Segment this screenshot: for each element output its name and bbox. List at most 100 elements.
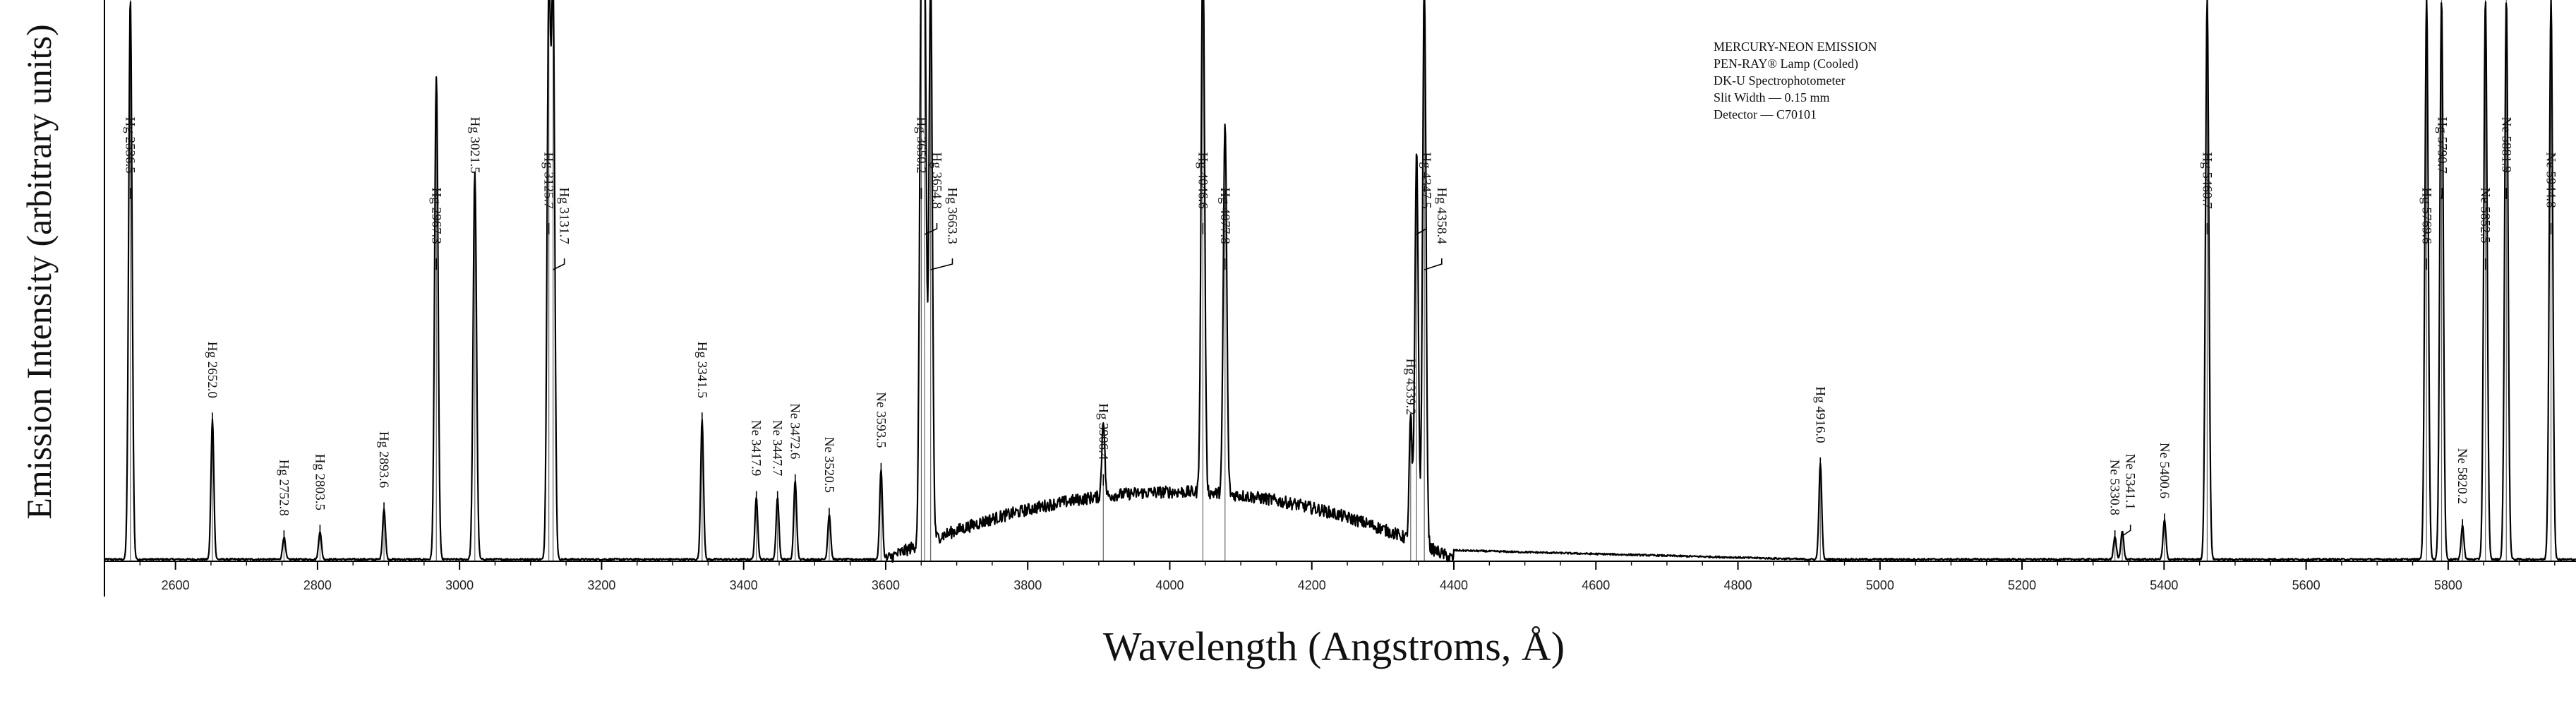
peak-label-6: Hg 3021.5 [467,117,482,174]
peak-label-group-0: Hg 2536.5 [123,117,138,199]
info-line-2: DK-U Spectrophotometer [1714,73,1845,88]
x-axis-title: Wavelength (Angstroms, Å) [1103,623,1565,669]
peak-label-group-29: Hg 5769.6 [2419,188,2433,270]
peak-label-group-7: Hg 3125.7 [541,152,556,234]
peak-label-15: Hg 3650.2 [913,117,928,174]
peak-label-25: Ne 5330.8 [2107,460,2122,515]
peak-label-8: Hg 3131.7 [557,188,572,244]
x-tick-label-14: 5400 [2150,578,2178,592]
peak-labels: Hg 2536.5 Hg 2652.0 Hg 2752.8 Hg 2803.5 Hg 2… [123,117,2558,542]
peak-label-3: Hg 2803.5 [312,454,327,510]
peak-label-group-31: Ne 5820.2 [2455,448,2469,531]
peak-label-group-4: Hg 2893.6 [376,431,391,514]
peak-label-24: Hg 4916.0 [1812,386,1827,443]
peak-label-group-23: Hg 4358.4 [1424,188,1449,270]
info-box: MERCURY-NEON EMISSION PEN-RAY® Lamp (Cool… [1714,40,1877,121]
info-line-3: Slit Width — 0.15 mm [1714,90,1829,104]
peak-label-group-26: Ne 5341.1 [2121,454,2138,537]
x-tick-label-9: 4400 [1440,578,1468,592]
peak-label-group-5: Hg 2967.3 [428,188,443,270]
x-tick-label-4: 3400 [730,578,758,592]
peak-label-group-15: Hg 3650.2 [913,117,928,199]
peak-label-group-2: Hg 2752.8 [276,460,291,542]
peak-leader-17 [930,258,953,270]
peak-label-27: Ne 5400.6 [2157,443,2172,498]
peak-label-5: Hg 2967.3 [428,188,443,244]
y-axis-title: Emission Intensity (arbitrary units) [19,24,59,519]
peak-leader-23 [1424,258,1443,270]
peak-label-group-1: Hg 2652.0 [205,342,219,424]
peak-label-group-16: Hg 3654.8 [924,152,944,235]
peak-leader-8 [553,258,565,270]
peak-label-group-19: Hg 4046.6 [1195,152,1210,234]
x-tick-label-0: 2600 [162,578,190,592]
peak-label-group-30: Hg 5790.7 [2434,117,2449,200]
peak-leader-22 [1416,223,1427,235]
peak-label-11: Ne 3447.7 [770,420,785,476]
peak-label-10: Ne 3417.9 [749,420,764,476]
x-tick-label-10: 4600 [1582,578,1610,592]
peak-label-33: Ne 5881.9 [2498,117,2513,173]
peak-leader-26 [2121,525,2131,537]
peak-label-29: Hg 5769.6 [2419,188,2433,244]
peak-label-2: Hg 2752.8 [276,460,291,516]
peak-leader-16 [924,223,938,235]
peak-label-21: Hg 4339.2 [1403,359,1418,415]
peak-label-group-14: Ne 3593.5 [873,392,888,474]
x-tick-label-13: 5200 [2008,578,2036,592]
peak-label-group-33: Ne 5881.9 [2498,117,2513,199]
peak-label-group-12: Ne 3472.6 [788,403,802,486]
peak-label-group-17: Hg 3663.3 [930,188,959,270]
info-line-4: Detector — C70101 [1714,107,1817,121]
peak-label-group-27: Ne 5400.6 [2157,443,2172,525]
x-tick-label-15: 5600 [2292,578,2321,592]
peak-label-group-21: Hg 4339.2 [1403,359,1418,441]
peak-label-group-22: Hg 4347.5 [1416,152,1433,235]
peak-label-13: Ne 3520.5 [821,437,836,493]
peak-label-14: Ne 3593.5 [873,392,888,448]
peak-label-32: Ne 5852.5 [2478,188,2493,244]
peak-label-31: Ne 5820.2 [2455,448,2469,504]
x-tick-label-5: 3600 [872,578,900,592]
x-tick-label-6: 3800 [1013,578,1042,592]
peak-label-4: Hg 2893.6 [376,431,391,488]
peak-label-group-9: Hg 3341.5 [694,342,709,424]
peak-label-30: Hg 5790.7 [2434,117,2449,174]
peak-label-18: Hg 3906.4 [1095,403,1110,460]
x-tick-label-8: 4200 [1298,578,1326,592]
peak-label-group-6: Hg 3021.5 [467,117,482,199]
peak-label-group-25: Ne 5330.8 [2107,460,2122,542]
x-tick-label-3: 3200 [587,578,615,592]
spectrum-trace [104,0,2576,563]
peak-label-19: Hg 4046.6 [1195,152,1210,209]
peak-label-28: Hg 5460.7 [2199,152,2214,209]
peak-label-26: Ne 5341.1 [2123,454,2138,510]
peak-label-7: Hg 3125.7 [541,152,556,209]
info-line-1: PEN-RAY® Lamp (Cooled) [1714,56,1858,71]
peak-label-group-20: Hg 4077.8 [1217,188,1232,270]
peak-label-16: Hg 3654.8 [929,152,944,209]
peak-label-group-34: Ne 5944.8 [2544,152,2558,234]
peak-label-group-3: Hg 2803.5 [312,454,327,537]
peak-leader-30 [2440,188,2443,200]
peak-label-group-28: Hg 5460.7 [2199,152,2214,234]
peak-label-group-13: Ne 3520.5 [821,437,836,520]
peak-label-group-8: Hg 3131.7 [553,188,572,270]
peak-label-17: Hg 3663.3 [944,188,959,244]
peak-label-group-24: Hg 4916.0 [1812,386,1827,469]
peak-label-group-18: Hg 3906.4 [1095,403,1110,486]
peak-label-22: Hg 4347.5 [1419,152,1433,209]
peak-label-12: Ne 3472.6 [788,403,802,459]
x-tick-label-2: 3000 [445,578,474,592]
peak-label-0: Hg 2536.5 [123,117,138,174]
spectrum-layer [104,0,2576,563]
peak-label-20: Hg 4077.8 [1217,188,1232,244]
peak-label-group-32: Ne 5852.5 [2478,188,2493,270]
x-tick-label-11: 4800 [1724,578,1752,592]
peak-label-9: Hg 3341.5 [694,342,709,398]
peak-label-34: Ne 5944.8 [2544,152,2558,208]
x-tick-label-1: 2800 [303,578,332,592]
x-tick-label-16: 5800 [2434,578,2462,592]
x-tick-label-12: 5000 [1866,578,1894,592]
